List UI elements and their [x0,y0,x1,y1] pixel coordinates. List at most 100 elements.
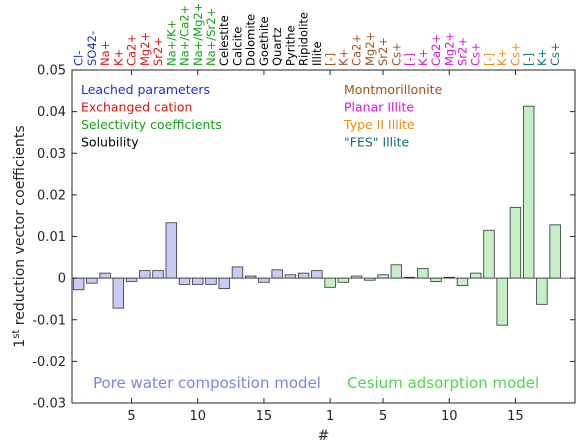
y-tick-label: 0.05 [37,64,66,79]
cs-bar-11 [456,277,469,287]
pore-bar-17 [284,274,297,279]
cs-bar-2 [337,277,350,283]
y-tick-label: -0.01 [32,313,66,328]
cs-param-label-18: Cs+ [548,42,562,66]
cs-bar-6 [390,264,403,279]
cs-bar-8 [417,268,429,279]
pore-param-label-12: Celestite [217,15,231,66]
legend-entry-right-1: Montmorillonite [344,82,443,97]
y-axis-title-number: 1 [12,339,28,348]
cs-param-label-17: K+ [535,49,549,66]
cs-param-label-13: [-] [482,53,496,66]
legend-entry-left-4: Solubility [81,135,139,150]
y-tick-label: 0 [58,272,66,287]
cs-param-label-6: Cs+ [389,42,403,66]
pore-bar-19 [311,270,323,279]
pore-bar-7 [152,270,164,279]
pore-param-label-7: Sr2+ [151,37,165,66]
x-tick-label: 15 [256,409,273,424]
x-tick-label: 10 [441,409,458,424]
pore-bar-6 [139,270,151,279]
y-tick-label: -0.02 [32,355,66,370]
legend-entry-right-4: "FES" Illite [344,135,410,150]
cs-param-label-8: K+ [416,49,430,66]
cs-bar-18 [549,224,561,279]
pore-param-label-19: Illite [310,41,324,66]
cs-model-label: Cesium adsorption model [347,374,539,392]
pore-bar-13 [231,266,244,279]
pore-bar-10 [192,277,204,285]
pore-param-label-10: Na+/Mg2+ [191,3,205,66]
cs-bar-17 [536,277,548,305]
parameter-labels: Cl- SO42- Na+ K+ Ca2+ Mg2+ Sr2+ Na+/K+ Na+/Ca2+ N… [72,3,563,66]
legend-entry-left-2: Exchanged cation [81,100,192,115]
x-tick-label: 5 [379,409,387,424]
x-tick-label: 1 [326,409,334,424]
legend-entry-right-3: Type II Illite [343,117,415,132]
cs-bar-15 [509,206,522,279]
x-axis-title: # [318,428,330,444]
cs-bar-12 [470,272,482,279]
y-axis-title-text: reduction vector coefficients [12,125,28,329]
pore-bar-18 [297,272,310,279]
legend-entry-right-2: Planar Illite [344,100,414,115]
x-axis: 5 10 15 1 5 10 15 [127,70,524,424]
cs-param-label-15: Cs+ [508,42,522,66]
pore-bar-9 [178,277,191,285]
pore-bar-2 [86,277,98,284]
pore-bar-3 [99,272,111,279]
cs-param-label-3: Ca2+ [350,34,364,66]
y-tick-label: 0.03 [37,147,66,162]
legend-entry-left-3: Selectivity coefficients [81,117,222,132]
cs-param-label-12: Cs+ [469,42,483,66]
cs-param-label-9: Ca2+ [429,34,443,66]
pore-param-label-13: Calcite [230,27,244,66]
category-legend: Leached parameters Exchanged cation Select… [81,82,443,150]
cs-param-label-1: [-] [323,53,337,66]
pore-param-label-15: Goethite [257,16,271,66]
y-axis-title-superscript: st [11,330,22,339]
pore-param-label-8: Na+/K+ [164,20,178,66]
cs-bar-13 [483,229,495,279]
pore-bar-15 [258,277,270,283]
x-tick-label: 15 [507,409,524,424]
pore-param-label-2: SO42- [85,31,99,66]
cs-bar-14 [496,277,508,326]
y-axis-title: 1st reduction vector coefficients [11,125,28,347]
legend-entry-left-1: Leached parameters [81,82,210,97]
cs-param-label-5: Sr2+ [376,37,390,66]
pore-bar-12 [218,277,230,289]
cs-bar-1 [324,277,336,288]
y-tick-label: 0.02 [37,188,66,203]
pore-param-label-18: Ripidolite [297,12,311,66]
pore-param-label-11: Na+/Sr2+ [204,8,218,66]
pore-param-label-17: Pyrithe [283,25,297,66]
pore-bar-4 [112,277,125,309]
cs-param-label-10: Mg2+ [442,32,456,66]
cs-param-label-7: [-] [403,53,417,66]
cs-param-label-4: Mg2+ [363,32,377,66]
x-tick-label: 10 [189,409,206,424]
cs-param-label-14: K+ [495,49,509,66]
pore-param-label-5: Ca2+ [125,34,139,66]
pore-param-label-3: Na+ [98,41,112,66]
cs-param-label-16: [-] [522,53,536,66]
x-tick-label: 5 [127,409,135,424]
pore-param-label-1: Cl- [72,51,86,66]
pore-bar-5 [125,277,138,282]
cs-param-label-11: Sr2+ [455,37,469,66]
cs-bar-9 [430,277,442,282]
pore-bar-11 [205,277,217,285]
cs-bar-5 [377,274,389,279]
cs-param-label-2: K+ [336,49,350,66]
pore-bar-1 [72,277,85,291]
y-tick-label: 0.04 [37,105,66,120]
cs-bar-16 [522,105,535,279]
pore-model-label: Pore water composition model [93,374,321,392]
y-tick-label: -0.03 [32,397,66,412]
bars-layer [72,105,561,326]
pore-param-label-4: K+ [111,49,125,66]
pore-param-label-9: Na+/Ca2+ [178,5,192,66]
